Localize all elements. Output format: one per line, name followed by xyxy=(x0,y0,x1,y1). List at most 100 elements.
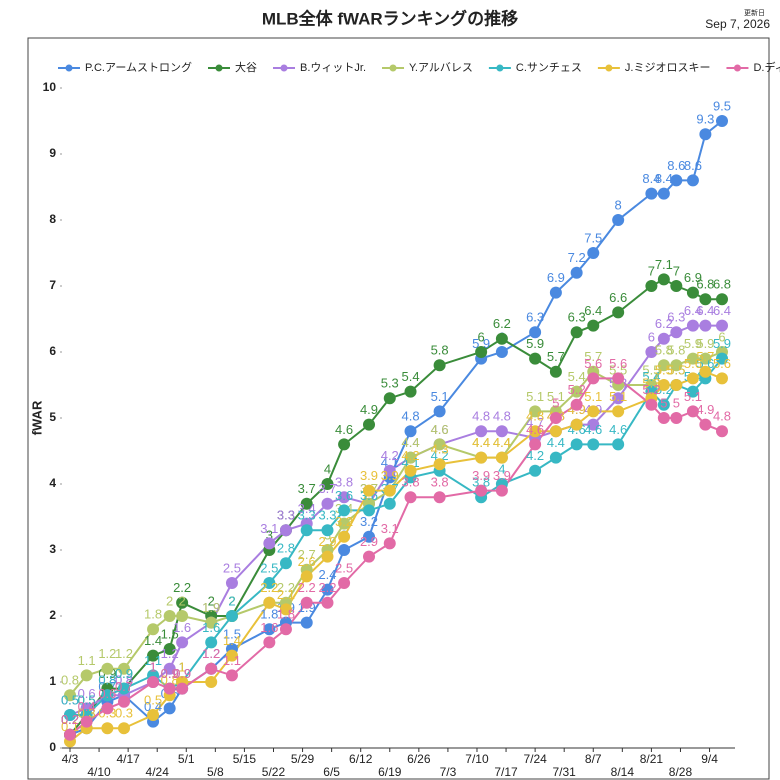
legend-label: B.ウィットJr. xyxy=(300,61,366,74)
data-point xyxy=(279,524,292,537)
y-tick-label: 9 xyxy=(49,146,56,160)
data-point xyxy=(80,669,93,682)
data-label: 5.5 xyxy=(609,362,627,377)
data-point xyxy=(205,662,218,675)
data-label: 4.6 xyxy=(609,422,627,437)
data-label: 3 xyxy=(266,527,273,542)
data-point xyxy=(338,504,351,517)
data-label: 3.9 xyxy=(381,468,399,483)
data-label: 5.5 xyxy=(642,362,660,377)
data-label: 6.8 xyxy=(713,277,731,292)
data-label: 7.1 xyxy=(655,257,673,272)
data-point xyxy=(363,418,376,431)
data-label: 0.9 xyxy=(173,666,191,681)
data-label: 2.2 xyxy=(260,580,278,595)
x-tick-label: 5/8 xyxy=(207,765,224,779)
data-label: 8 xyxy=(615,197,622,212)
data-point xyxy=(321,596,334,609)
data-point xyxy=(612,405,625,418)
data-point xyxy=(163,662,176,675)
data-point xyxy=(64,728,76,741)
x-tick-label: 8/7 xyxy=(585,752,602,766)
legend-marker xyxy=(215,64,223,72)
data-label: 5.4 xyxy=(568,369,586,384)
data-point xyxy=(495,332,508,345)
data-label: 5.8 xyxy=(655,343,673,358)
data-label: 1.1 xyxy=(223,653,241,668)
data-label: 3.8 xyxy=(472,475,490,490)
data-point xyxy=(686,372,699,385)
legend-item: C.サンチェス xyxy=(488,61,582,74)
data-label: 4.8 xyxy=(472,409,490,424)
data-point xyxy=(101,722,114,735)
legend-label: J.ミジオロスキー xyxy=(625,61,711,74)
data-point xyxy=(699,418,712,431)
data-point xyxy=(612,438,625,451)
data-point xyxy=(587,319,600,332)
data-label: 5.4 xyxy=(642,369,660,384)
data-label: 5.6 xyxy=(584,356,602,371)
data-label: 0.9 xyxy=(161,666,179,681)
data-label: 5.9 xyxy=(684,336,702,351)
data-label: 5.3 xyxy=(381,376,399,391)
data-point xyxy=(612,214,625,226)
legend-label: P.C.アームストロング xyxy=(85,60,192,74)
data-label: 6.8 xyxy=(696,277,714,292)
data-label: 4.6 xyxy=(431,422,449,437)
data-point xyxy=(163,643,176,655)
data-point xyxy=(657,379,670,391)
data-label: 0.8 xyxy=(98,673,116,688)
data-point xyxy=(383,392,396,405)
data-label: 4.4 xyxy=(472,435,490,450)
data-point xyxy=(404,425,417,438)
data-point xyxy=(612,392,625,405)
data-label: 4.8 xyxy=(493,409,511,424)
data-label: 1.4 xyxy=(223,633,241,648)
y-tick-label: 2 xyxy=(49,608,56,622)
data-label: 4.6 xyxy=(584,422,602,437)
data-label: 1 xyxy=(179,659,186,674)
data-point xyxy=(383,484,396,497)
legend-marker xyxy=(280,64,288,72)
data-label: 0.7 xyxy=(115,679,133,694)
data-label: 4.4 xyxy=(547,435,565,450)
y-tick-label: 0 xyxy=(49,740,56,754)
data-point xyxy=(645,398,658,411)
data-label: 5.9 xyxy=(696,336,714,351)
data-label: 3.3 xyxy=(277,508,295,523)
data-point xyxy=(686,286,699,299)
data-label: 3.1 xyxy=(260,521,278,536)
legend-marker xyxy=(605,64,613,72)
data-point xyxy=(570,385,583,398)
data-point xyxy=(587,405,600,418)
data-point xyxy=(686,405,699,418)
data-label: 2.8 xyxy=(277,541,295,556)
data-point xyxy=(321,583,334,596)
data-label: 4.1 xyxy=(381,455,399,470)
data-point xyxy=(587,418,600,431)
data-label: 2.5 xyxy=(260,560,278,575)
data-label: 7 xyxy=(648,263,655,278)
data-point xyxy=(263,596,276,609)
data-point xyxy=(64,689,76,702)
data-label: 2.5 xyxy=(223,560,241,575)
data-point xyxy=(433,359,446,372)
x-tick-label: 8/21 xyxy=(640,752,664,766)
data-label: 5.5 xyxy=(667,362,685,377)
data-label: 2 xyxy=(228,593,235,608)
data-label: 5.2 xyxy=(642,382,660,397)
data-point xyxy=(475,451,488,464)
data-point xyxy=(699,319,712,332)
data-label: 4.2 xyxy=(381,448,399,463)
legend-item: Y.アルバレス xyxy=(382,61,473,74)
data-point xyxy=(529,352,542,365)
data-label: 3.7 xyxy=(318,481,336,496)
data-point xyxy=(670,359,683,372)
data-label: 0.1 xyxy=(61,719,79,734)
data-point xyxy=(279,623,292,636)
data-point xyxy=(225,610,238,622)
data-label: 5.9 xyxy=(472,336,490,351)
data-label: 8.4 xyxy=(642,171,660,186)
data-label: 4.3 xyxy=(431,442,449,457)
